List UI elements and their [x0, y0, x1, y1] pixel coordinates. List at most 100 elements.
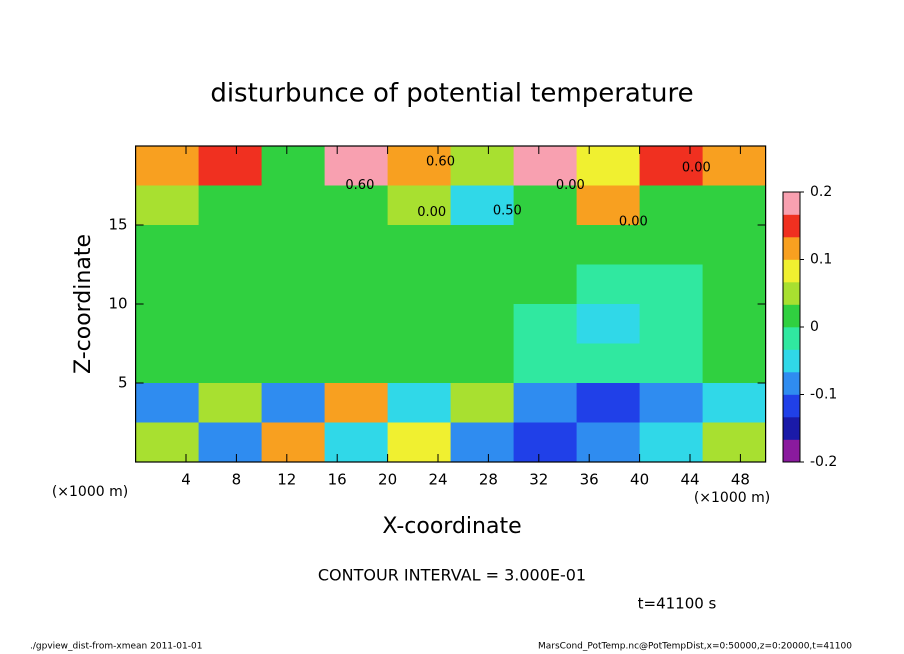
- x-tick-label: 4: [181, 471, 191, 489]
- footer-right: MarsCond_PotTemp.nc@PotTempDist,x=0:5000…: [538, 642, 852, 652]
- heat-cell: [450, 383, 515, 423]
- heat-cell: [450, 225, 515, 265]
- heat-cell: [450, 185, 515, 226]
- heat-cell: [513, 343, 578, 384]
- x-tick-label: 28: [479, 471, 498, 489]
- contour-label: 0.00: [619, 214, 648, 229]
- heat-cell: [324, 304, 389, 344]
- heat-cell: [135, 146, 200, 186]
- colorbar-tick-label: 0.2: [810, 184, 832, 200]
- heat-cell: [387, 185, 452, 226]
- heat-cell: [513, 146, 578, 186]
- heat-cell: [702, 343, 767, 384]
- colorbar-swatch: [783, 237, 800, 260]
- heat-cell: [450, 304, 515, 344]
- heat-cell: [513, 264, 578, 305]
- heat-cell: [513, 304, 578, 344]
- heat-cell: [198, 146, 263, 186]
- heat-cell: [702, 304, 767, 344]
- heat-cell: [261, 185, 326, 226]
- heat-cell: [198, 304, 263, 344]
- contour-label: 0.50: [493, 203, 522, 218]
- heat-cell: [324, 185, 389, 226]
- heat-cell: [639, 185, 704, 226]
- heat-cell: [324, 225, 389, 265]
- x-tick-label: 20: [378, 471, 397, 489]
- heat-cell: [198, 343, 263, 384]
- heat-cell: [702, 225, 767, 265]
- colorbar-tick-label: -0.1: [810, 387, 837, 403]
- heat-cell: [387, 264, 452, 305]
- heat-cell: [513, 383, 578, 423]
- colorbar-tick-label: 0: [810, 319, 819, 335]
- colorbar-swatch: [783, 327, 800, 350]
- heat-cell: [135, 185, 200, 226]
- x-tick-label: 12: [277, 471, 296, 489]
- heat-cell: [450, 146, 515, 186]
- heat-cell: [576, 343, 641, 384]
- colorbar-tick-label: -0.2: [810, 454, 837, 470]
- heat-cell: [387, 225, 452, 265]
- heat-cell: [324, 383, 389, 423]
- heat-cell: [135, 422, 200, 463]
- heat-cell: [450, 422, 515, 463]
- heat-cell: [387, 422, 452, 463]
- heat-cell: [135, 343, 200, 384]
- heat-cell: [324, 264, 389, 305]
- heat-cell: [261, 422, 326, 463]
- contour-label: 0.60: [345, 178, 374, 193]
- colorbar-swatch: [783, 417, 800, 440]
- heat-cell: [387, 343, 452, 384]
- heat-cell: [639, 304, 704, 344]
- heat-cell: [639, 343, 704, 384]
- x-tick-label: 16: [328, 471, 347, 489]
- colorbar-swatch: [783, 349, 800, 373]
- colorbar-tick-label: 0.1: [810, 252, 832, 268]
- heat-cell: [261, 264, 326, 305]
- colorbar-swatch: [783, 214, 800, 238]
- heat-cell: [576, 304, 641, 344]
- colorbar-swatch: [783, 192, 800, 215]
- heat-cell: [702, 264, 767, 305]
- heat-cell: [135, 264, 200, 305]
- heat-cell: [324, 343, 389, 384]
- heat-cell: [324, 146, 389, 186]
- y-axis-label: Z-coordinate: [71, 234, 96, 374]
- heat-cell: [702, 383, 767, 423]
- x-tick-label: 36: [580, 471, 599, 489]
- x-tick-label: 24: [428, 471, 447, 489]
- heat-cell: [261, 304, 326, 344]
- heat-cell: [576, 146, 641, 186]
- y-tick-label: 10: [109, 295, 128, 313]
- heat-cell: [261, 383, 326, 423]
- heat-cell: [576, 264, 641, 305]
- heat-cell: [639, 146, 704, 186]
- heat-cell: [513, 225, 578, 265]
- heat-cell: [135, 304, 200, 344]
- heat-cell: [702, 185, 767, 226]
- heat-cell: [198, 422, 263, 463]
- chart-title: disturbunce of potential temperature: [210, 79, 693, 109]
- heat-cell: [135, 225, 200, 265]
- heat-cell: [513, 185, 578, 226]
- heat-cell: [387, 304, 452, 344]
- footer-left: ./gpview_dist-from-xmean 2011-01-01: [30, 642, 202, 652]
- x-unit: (×1000 m): [694, 490, 770, 506]
- heat-cell: [639, 383, 704, 423]
- heat-cell: [198, 383, 263, 423]
- heat-cell: [198, 225, 263, 265]
- heat-cell: [576, 383, 641, 423]
- colorbar-swatch: [783, 394, 800, 418]
- heat-cell: [576, 422, 641, 463]
- x-tick-label: 32: [529, 471, 548, 489]
- x-tick-label: 40: [630, 471, 649, 489]
- x-axis-label: X-coordinate: [382, 514, 521, 539]
- heat-cell: [639, 422, 704, 463]
- y-unit: (×1000 m): [52, 484, 128, 500]
- x-tick-label: 8: [232, 471, 242, 489]
- heat-cell: [135, 383, 200, 423]
- colorbar-swatch: [783, 282, 800, 305]
- x-tick-label: 44: [680, 471, 699, 489]
- y-tick-label: 15: [109, 216, 128, 234]
